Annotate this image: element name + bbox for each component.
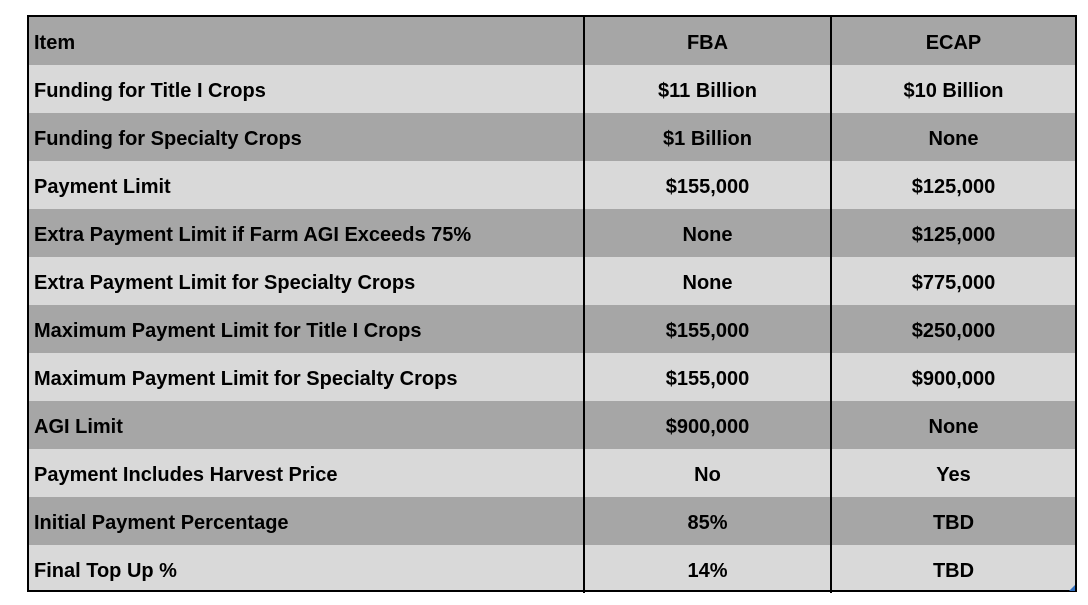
table-cell: Yes <box>830 449 1075 497</box>
table-cell: $900,000 <box>583 401 830 449</box>
table-cell: $1 Billion <box>583 113 830 161</box>
table-cell: None <box>830 401 1075 449</box>
table-cell: $155,000 <box>583 161 830 209</box>
table-cell: Extra Payment Limit for Specialty Crops <box>34 272 416 294</box>
table-cell: TBD <box>830 545 1075 593</box>
table-cell: Funding for Title I Crops <box>34 80 266 102</box>
header-cell: ECAP <box>830 17 1075 65</box>
table-cell: $155,000 <box>583 353 830 401</box>
table-cell: 14% <box>583 545 830 593</box>
table-row: Payment Includes Harvest Price No Yes <box>29 449 1075 497</box>
header-row: Item FBA ECAP <box>29 17 1075 65</box>
table-cell: Extra Payment Limit if Farm AGI Exceeds … <box>34 224 472 246</box>
comparison-table: Item FBA ECAP Funding for Title I Crops $11 … <box>27 15 1077 593</box>
table-cell: $10 Billion <box>830 65 1075 113</box>
table-cell: None <box>830 113 1075 161</box>
resize-handle <box>1069 585 1075 591</box>
table-row: Funding for Title I Crops $11 Billion $10 … <box>29 65 1075 113</box>
table-cell: Initial Payment Percentage <box>34 512 289 534</box>
table-cell: TBD <box>830 497 1075 545</box>
table-cell: Maximum Payment Limit for Title I Crops <box>34 320 422 342</box>
table-cell: Payment Includes Harvest Price <box>34 464 338 486</box>
table-row: Initial Payment Percentage 85% TBD <box>29 497 1075 545</box>
table-cell: Maximum Payment Limit for Specialty Crop… <box>34 368 458 390</box>
table-row: Maximum Payment Limit for Title I Crops $… <box>29 305 1075 353</box>
table-cell: AGI Limit <box>34 416 123 438</box>
table-cell: $900,000 <box>830 353 1075 401</box>
table-cell: None <box>583 209 830 257</box>
table-cell: $11 Billion <box>583 65 830 113</box>
table-cell: None <box>583 257 830 305</box>
table-cell: Final Top Up % <box>34 560 177 582</box>
table-cell: $125,000 <box>830 161 1075 209</box>
table-row: Final Top Up % 14% TBD <box>29 545 1075 593</box>
table-row: Payment Limit $155,000 $125,000 <box>29 161 1075 209</box>
table-cell: $155,000 <box>583 305 830 353</box>
table-row: AGI Limit $900,000 None <box>29 401 1075 449</box>
table-cell: $250,000 <box>830 305 1075 353</box>
header-cell: FBA <box>583 17 830 65</box>
table-row: Maximum Payment Limit for Specialty Crop… <box>29 353 1075 401</box>
table-row: Extra Payment Limit for Specialty Crops N… <box>29 257 1075 305</box>
table-row: Funding for Specialty Crops $1 Billion Non… <box>29 113 1075 161</box>
table-cell: $125,000 <box>830 209 1075 257</box>
table-cell: Payment Limit <box>34 176 171 198</box>
table-cell: Funding for Specialty Crops <box>34 128 302 150</box>
table-cell: 85% <box>583 497 830 545</box>
table-row: Extra Payment Limit if Farm AGI Exceeds … <box>29 209 1075 257</box>
table-cell: $775,000 <box>830 257 1075 305</box>
header-cell: Item <box>34 32 76 54</box>
table-cell: No <box>583 449 830 497</box>
